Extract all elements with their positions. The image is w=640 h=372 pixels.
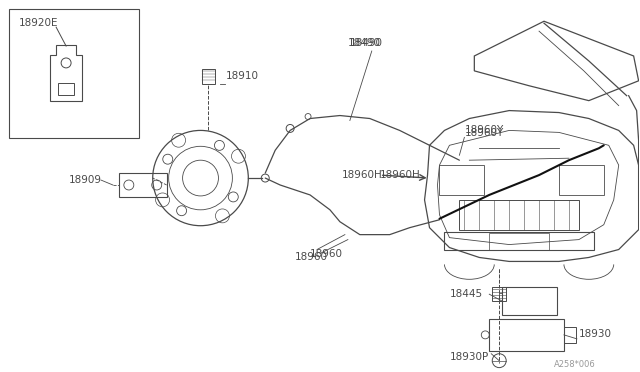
Text: 18960Y: 18960Y — [465, 125, 504, 135]
Bar — [499, 293, 502, 301]
Bar — [460, 200, 579, 230]
Bar — [440, 165, 484, 195]
Text: 18960: 18960 — [295, 253, 328, 263]
Bar — [489, 319, 564, 351]
Text: 18930: 18930 — [579, 329, 612, 339]
Bar — [564, 327, 576, 343]
Text: 18490: 18490 — [350, 38, 383, 48]
Text: 18909: 18909 — [69, 175, 102, 185]
Text: 18960Y: 18960Y — [465, 128, 504, 138]
Bar — [202, 69, 216, 84]
Bar — [58, 83, 74, 95]
Bar — [489, 232, 549, 250]
Bar — [559, 165, 604, 195]
Text: 18920E: 18920E — [19, 18, 59, 28]
Text: 18960H: 18960H — [380, 170, 420, 180]
Text: 18910: 18910 — [225, 71, 259, 81]
Text: 18930P: 18930P — [449, 352, 489, 362]
Bar — [502, 287, 557, 315]
Bar — [10, 9, 139, 138]
Text: A258*006: A258*006 — [554, 360, 596, 369]
Text: 18445: 18445 — [449, 289, 483, 299]
Bar — [444, 232, 594, 250]
Bar — [492, 287, 506, 301]
Text: 18960: 18960 — [310, 250, 343, 260]
Text: 18960H: 18960H — [342, 170, 383, 180]
Text: 18490: 18490 — [348, 38, 381, 48]
